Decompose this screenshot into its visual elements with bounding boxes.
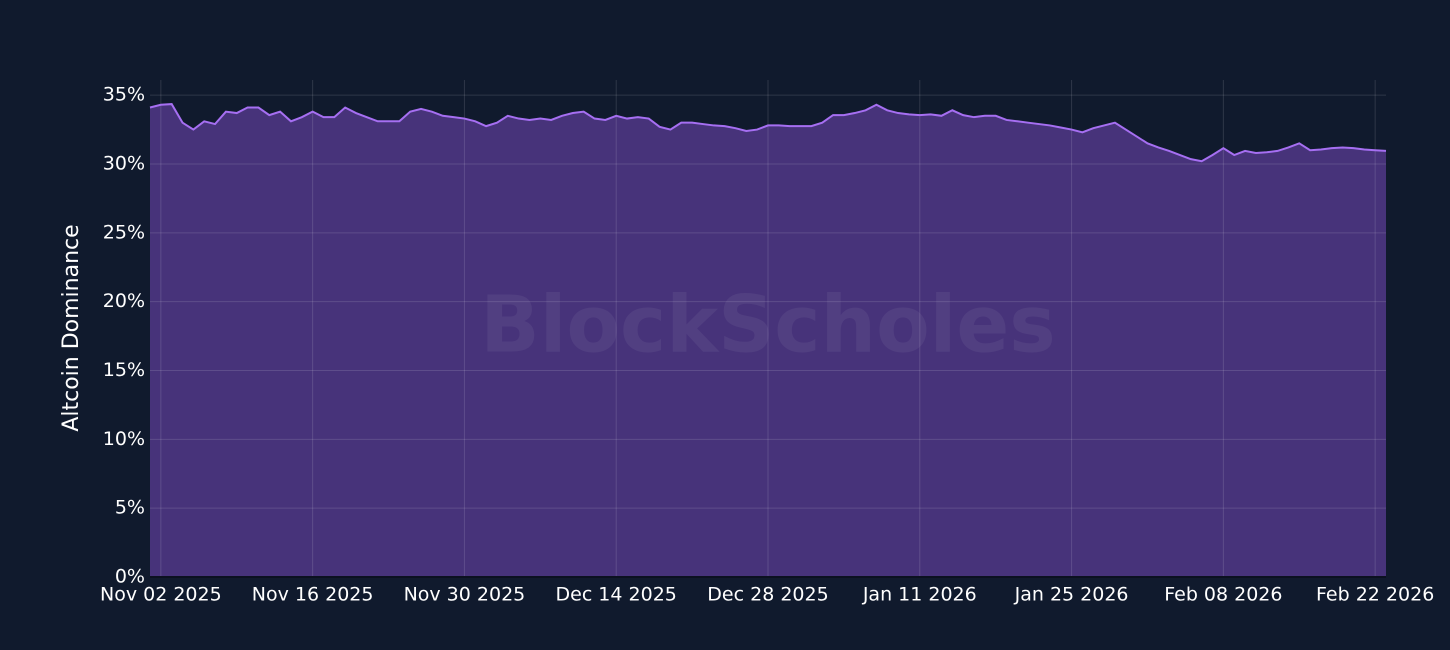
x-tick-label: Dec 28 2025 [707,584,828,606]
y-axis-title: Altcoin Dominance [59,224,84,431]
x-tick-label: Jan 25 2026 [1014,584,1129,606]
y-tick-label: 35% [103,84,145,106]
y-tick-label: 10% [103,428,145,450]
y-tick-label: 0% [115,566,145,588]
x-tick-label: Jan 11 2026 [862,584,977,606]
y-tick-label: 20% [103,290,145,312]
y-tick-label: 30% [103,152,145,174]
x-tick-label: Feb 08 2026 [1164,584,1282,606]
y-tick-label: 25% [103,221,145,243]
line [149,103,1387,163]
x-tick-label: Feb 22 2026 [1316,584,1434,606]
x-tick-label: Nov 30 2025 [404,584,526,606]
watermark: BlockScholes [480,280,1055,370]
area-fill [150,104,1386,577]
x-tick-label: Nov 16 2025 [252,584,374,606]
y-tick-label: 5% [115,497,145,519]
x-tick-label: Dec 14 2025 [556,584,677,606]
y-tick-label: 15% [103,359,145,381]
x-tick-label: Nov 02 2025 [100,584,222,606]
